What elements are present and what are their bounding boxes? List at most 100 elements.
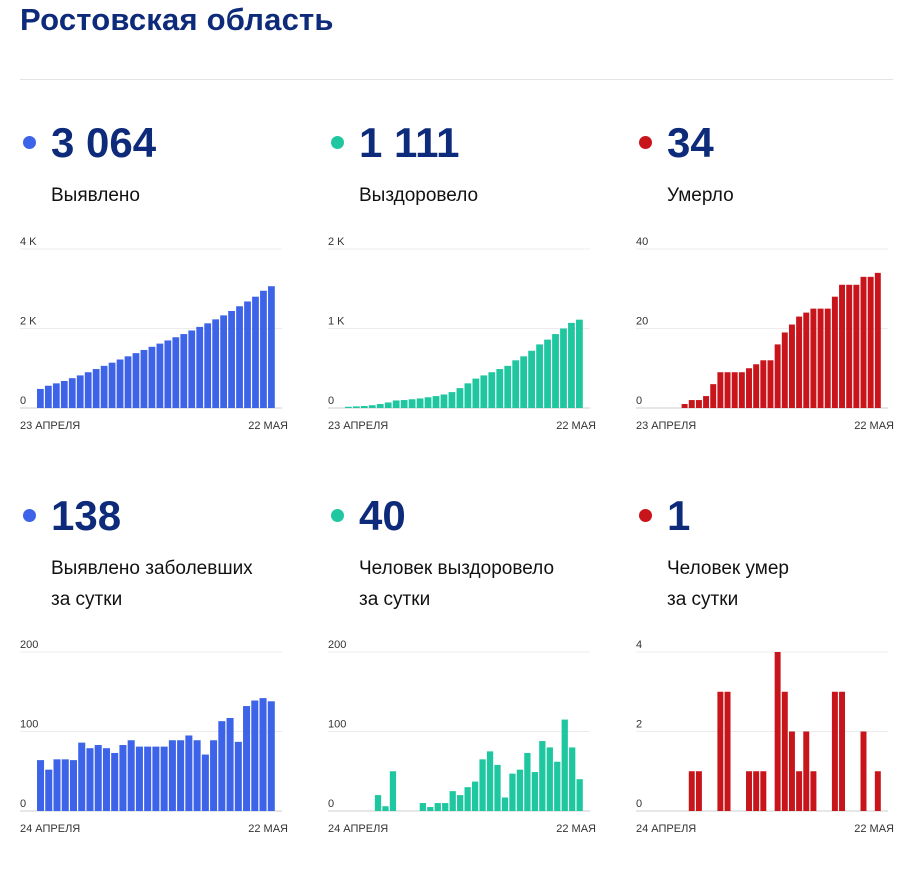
bar [244, 301, 251, 408]
x-start-label: 23 АПРЕЛЯ [636, 420, 696, 432]
bar [717, 372, 724, 408]
bar [37, 388, 44, 408]
bar [218, 721, 226, 811]
stat-number: 1 111 [359, 119, 460, 166]
stat-label-line: Выявлено [51, 185, 140, 206]
bar [810, 771, 817, 811]
bar [803, 731, 810, 811]
bar [442, 803, 449, 811]
bar [177, 740, 185, 811]
stat-label-line: Человек выздоровело [359, 558, 555, 579]
bar [44, 385, 52, 408]
x-start-label: 24 АПРЕЛЯ [20, 823, 80, 835]
legend-dot-red [639, 136, 652, 149]
bar [252, 296, 259, 408]
bar [724, 691, 731, 811]
bar [228, 311, 235, 408]
y-tick-label: 2 K [328, 236, 345, 248]
bar [561, 719, 568, 811]
bar [504, 365, 512, 408]
y-tick-label: 1 K [328, 316, 345, 328]
bar [164, 340, 172, 408]
panel-detected-daily: 138 Выявлено заболевших за сутки 0 100 200… [20, 483, 320, 883]
stat-number: 138 [51, 492, 122, 539]
bar [760, 360, 767, 408]
y-tick-label: 40 [636, 236, 648, 248]
chart-died-daily: 0 2 4 24 АПРЕЛЯ 22 МАЯ [636, 639, 894, 835]
stat-number: 40 [359, 492, 406, 539]
x-end-label: 22 МАЯ [248, 420, 288, 432]
bar [480, 375, 488, 408]
legend-dot-green [331, 136, 344, 149]
bar [119, 745, 127, 811]
chart-recovered-daily: 0 100 200 24 АПРЕЛЯ 22 МАЯ [328, 639, 596, 835]
bar [839, 691, 846, 811]
bar [408, 399, 416, 408]
bar [496, 369, 504, 408]
bar [788, 731, 795, 811]
bar [524, 752, 531, 811]
bar [479, 759, 486, 811]
bar [760, 771, 767, 811]
bar [488, 372, 496, 408]
panel-detected: 3 064 Выявлено 0 2 K 4 K 23 АПРЕЛЯ 22 МАЯ [20, 110, 320, 510]
bar [416, 398, 424, 408]
stat-label-line: Человек умер [667, 558, 789, 579]
bar [568, 322, 575, 408]
bar [688, 400, 695, 408]
bar [76, 375, 84, 408]
bar [781, 332, 788, 408]
bar [576, 319, 583, 408]
y-tick-label: 100 [328, 719, 346, 731]
stat-number: 34 [667, 119, 714, 166]
bar [148, 346, 156, 408]
y-tick-label: 0 [328, 798, 334, 810]
bar [803, 312, 810, 408]
stat-label: Умерло [667, 180, 734, 211]
bar [874, 771, 881, 811]
bar [160, 746, 168, 811]
y-tick-label: 0 [636, 798, 642, 810]
bar [457, 795, 464, 811]
bar [267, 701, 275, 811]
bar [188, 330, 196, 408]
bar [427, 807, 434, 811]
bar [576, 779, 583, 811]
panel-died: 34 Умерло 0 20 40 23 АПРЕЛЯ 22 МАЯ [636, 110, 901, 510]
bar [531, 772, 538, 811]
stat-label-line: за сутки [359, 589, 431, 610]
bar [738, 372, 745, 408]
bar [471, 781, 479, 811]
bar [731, 372, 738, 408]
bar [688, 771, 695, 811]
bar [86, 748, 94, 811]
legend-dot-green [331, 509, 344, 522]
bar [210, 740, 218, 811]
y-tick-label: 4 [636, 639, 642, 651]
y-tick-label: 0 [20, 798, 26, 810]
bar [464, 787, 471, 811]
bar [448, 392, 456, 408]
bar [424, 397, 432, 408]
bar [384, 402, 392, 408]
bar [810, 308, 817, 408]
page-title: Ростовская область [20, 2, 334, 37]
y-tick-label: 100 [20, 719, 38, 731]
bar [695, 400, 702, 408]
bar [817, 308, 824, 408]
bar [127, 740, 135, 811]
bar [193, 740, 201, 811]
bar [168, 740, 176, 811]
bar [180, 334, 188, 408]
stat-label: Человек умер за сутки [667, 553, 789, 615]
stat-label-line: Выявлено заболевших [51, 558, 253, 579]
bar [368, 405, 376, 408]
bar [509, 773, 516, 811]
bar [528, 350, 535, 408]
stat-number: 3 064 [51, 119, 157, 166]
bar [867, 276, 874, 408]
bar [846, 284, 853, 408]
bar [52, 383, 60, 408]
x-start-label: 23 АПРЕЛЯ [328, 420, 388, 432]
bar [753, 364, 760, 408]
